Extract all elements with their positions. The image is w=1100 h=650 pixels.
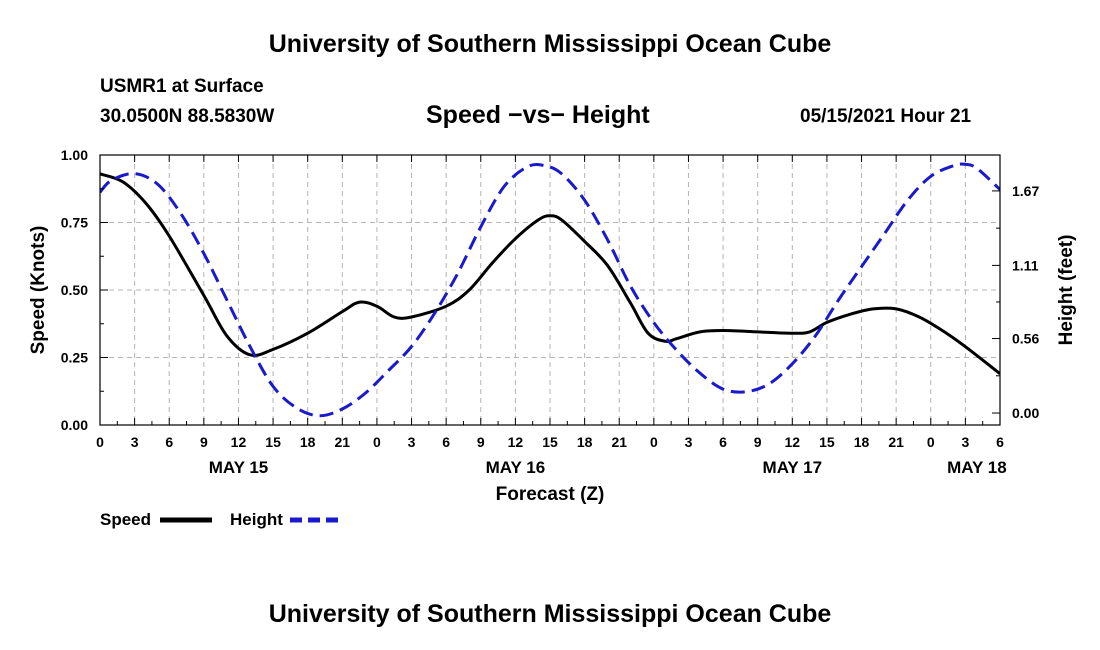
height-series-line bbox=[100, 162, 1000, 418]
y-tick-label: 0.50 bbox=[61, 282, 88, 298]
station-label: USMR1 at Surface bbox=[100, 76, 264, 97]
y-tick-label: 1.00 bbox=[61, 147, 88, 163]
speed-series-line bbox=[100, 172, 1000, 375]
x-tick-label: 6 bbox=[165, 434, 173, 450]
x-tick-label: 15 bbox=[542, 434, 558, 450]
x-tick-label: 3 bbox=[408, 434, 416, 450]
x-tick-label: 9 bbox=[477, 434, 485, 450]
chart-title: Speed −vs− Height bbox=[426, 101, 650, 129]
legend: Speed Height bbox=[100, 510, 342, 529]
y2-tick-label: 1.11 bbox=[1012, 257, 1039, 273]
x-axis-title: Forecast (Z) bbox=[496, 484, 605, 505]
x-tick-label: 18 bbox=[300, 434, 316, 450]
y2-tick-label: 1.67 bbox=[1012, 183, 1039, 199]
date-label: MAY 15 bbox=[209, 458, 269, 477]
y2-tick-label: 0.00 bbox=[1012, 405, 1039, 421]
legend-speed-label: Speed bbox=[100, 510, 151, 529]
x-tick-label: 0 bbox=[927, 434, 935, 450]
date-label: MAY 18 bbox=[947, 458, 1007, 477]
y-tick-label: 0.00 bbox=[61, 417, 88, 433]
date-label: MAY 16 bbox=[486, 458, 546, 477]
x-tick-label: 6 bbox=[719, 434, 727, 450]
top-title: University of Southern Mississippi Ocean… bbox=[268, 30, 832, 58]
x-tick-label: 6 bbox=[442, 434, 450, 450]
x-tick-label: 0 bbox=[650, 434, 658, 450]
forecast-datetime: 05/15/2021 Hour 21 bbox=[800, 106, 972, 127]
bottom-title: University of Southern Mississippi Ocean… bbox=[268, 600, 832, 628]
y2-axis-title: Height (feet) bbox=[1056, 235, 1077, 346]
y-axis-title: Speed (Knots) bbox=[28, 226, 49, 355]
x-tick-label: 15 bbox=[819, 434, 835, 450]
x-tick-label: 0 bbox=[373, 434, 381, 450]
x-tick-label: 9 bbox=[200, 434, 208, 450]
x-tick-label: 21 bbox=[611, 434, 627, 450]
x-tick-label: 18 bbox=[577, 434, 593, 450]
y-tick-label: 0.75 bbox=[61, 215, 88, 231]
x-tick-label: 18 bbox=[854, 434, 870, 450]
series-layer bbox=[100, 162, 1000, 418]
x-tick-label: 3 bbox=[131, 434, 139, 450]
x-tick-label: 21 bbox=[888, 434, 904, 450]
y2-tick-label: 0.56 bbox=[1012, 331, 1039, 347]
date-label: MAY 17 bbox=[763, 458, 823, 477]
x-tick-label: 3 bbox=[685, 434, 693, 450]
legend-height-label: Height bbox=[230, 510, 283, 529]
x-tick-label: 3 bbox=[961, 434, 969, 450]
axes: 0 3 6 9 12 15 18 21 0 3 6 9 12 15 18 21 0 3 6 9 12 15 18 21 0 3 6 M… bbox=[61, 147, 1040, 477]
x-tick-label: 15 bbox=[265, 434, 281, 450]
grid bbox=[100, 155, 1000, 425]
x-tick-label: 12 bbox=[231, 434, 247, 450]
x-tick-label: 12 bbox=[508, 434, 524, 450]
x-tick-label: 12 bbox=[785, 434, 801, 450]
x-tick-label: 9 bbox=[754, 434, 762, 450]
y-tick-label: 0.25 bbox=[61, 350, 88, 366]
coordinates-label: 30.0500N 88.5830W bbox=[100, 106, 275, 127]
x-tick-label: 6 bbox=[996, 434, 1004, 450]
x-tick-label: 0 bbox=[96, 434, 104, 450]
x-tick-label: 21 bbox=[335, 434, 351, 450]
